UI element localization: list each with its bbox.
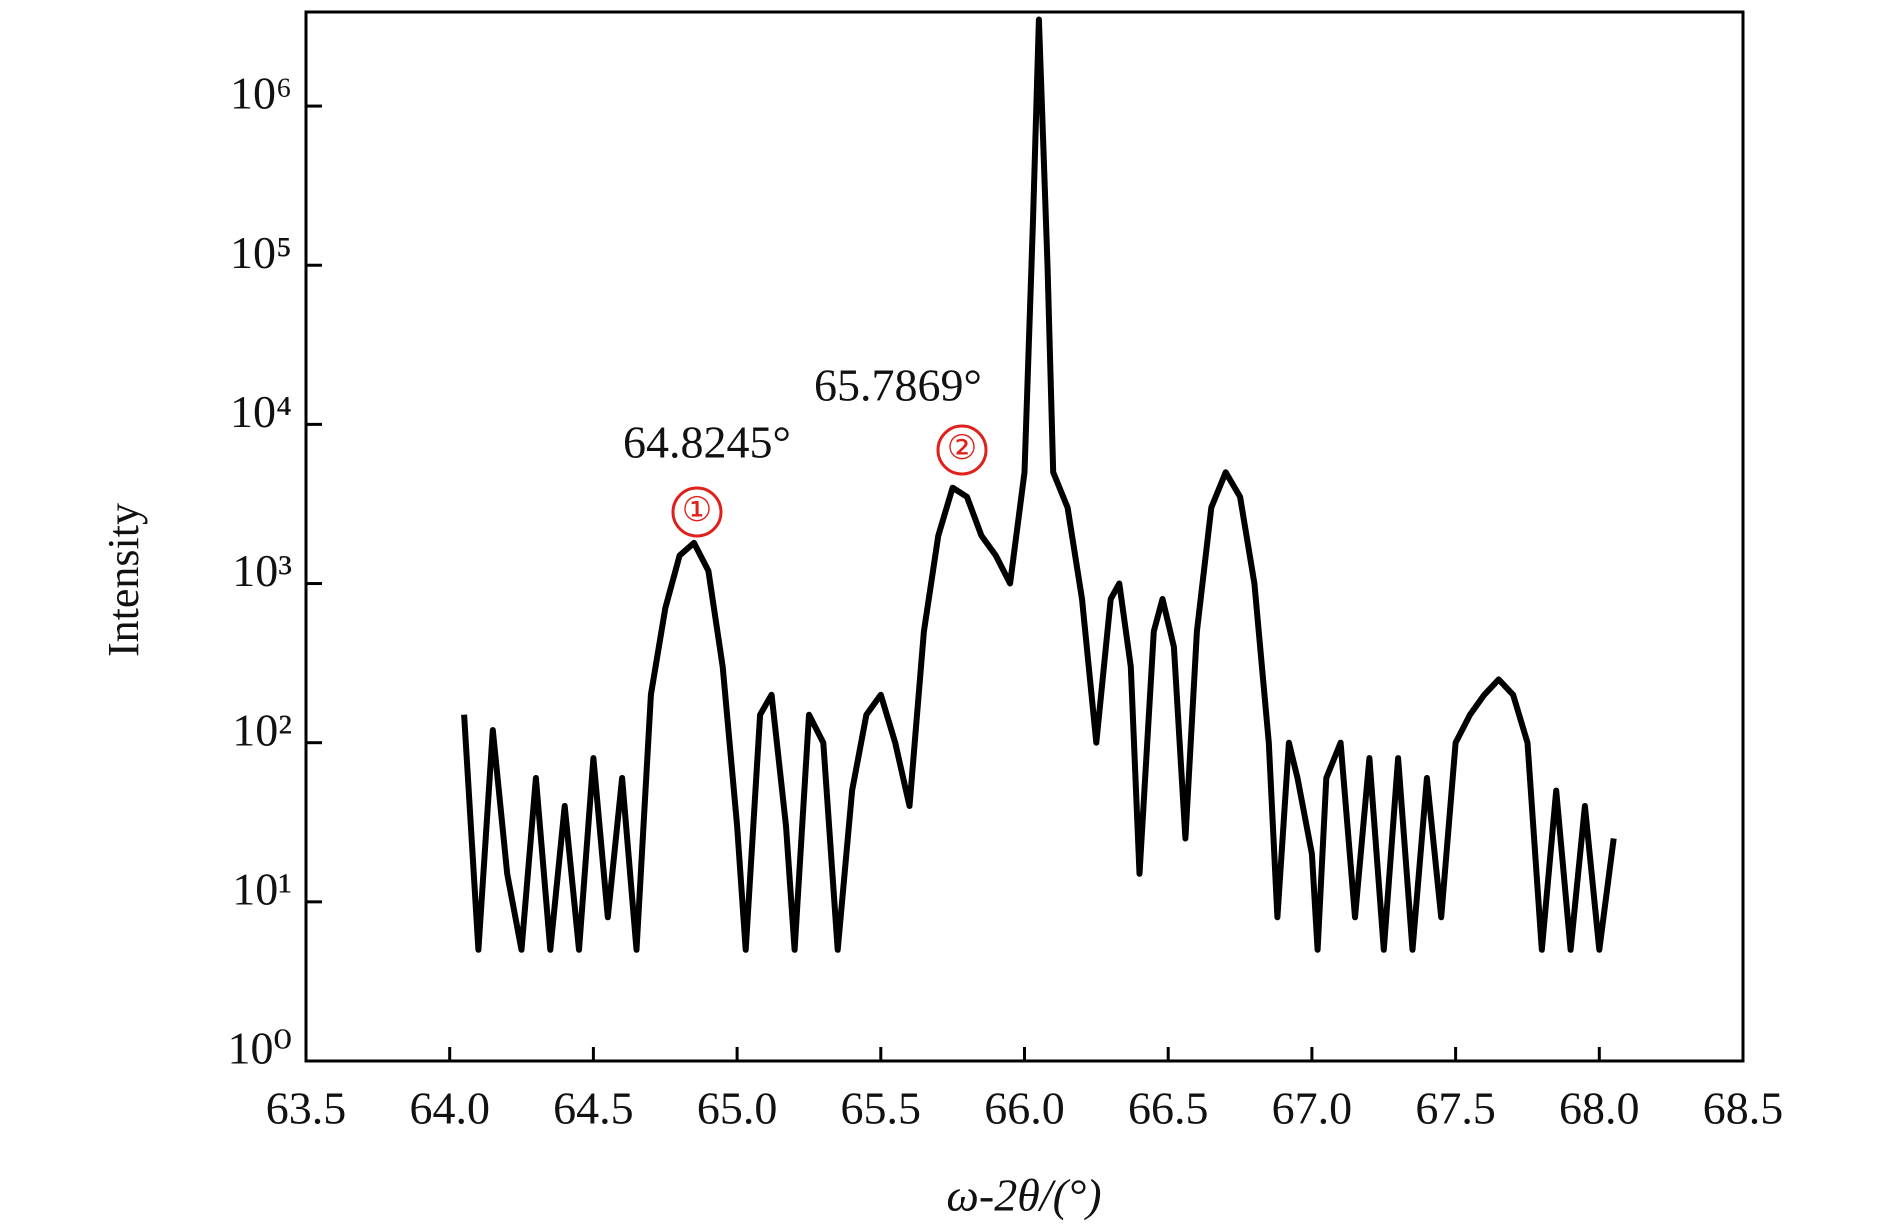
x-tick-label: 65.0 [697,1083,778,1134]
annotation-circle [936,424,988,476]
y-tick-label: 10¹ [232,863,292,914]
annotation-marker: ② [947,430,977,467]
x-tick-label: 67.5 [1415,1083,1496,1134]
data-line [461,16,1617,953]
x-tick-label: 68.5 [1703,1083,1784,1134]
y-tick-label: 10⁴ [230,386,292,437]
x-axis-label: ω-2θ/(°) [946,1170,1101,1221]
annotation-circle [671,486,723,538]
y-tick-label: 10⁵ [230,227,292,278]
annotation-text: 64.8245° [623,417,791,468]
x-tick-label: 66.5 [1128,1083,1209,1134]
x-tick-label: 65.5 [841,1083,922,1134]
x-tick-label: 67.0 [1272,1083,1353,1134]
y-tick-label: 10⁰ [228,1023,292,1074]
annotation-text: 65.7869° [814,360,982,411]
y-tick-label: 10⁶ [230,68,292,119]
y-tick-label: 10³ [232,545,292,596]
plot-frame [304,10,1745,1063]
y-tick-label: 10² [232,704,292,755]
x-tick-label: 66.0 [984,1083,1065,1134]
annotation-marker: ① [682,492,712,529]
x-tick-label: 63.5 [266,1083,347,1134]
x-tick-label: 64.0 [409,1083,490,1134]
y-axis-label: Intensity [99,503,148,657]
x-tick-label: 68.0 [1559,1083,1640,1134]
x-tick-label: 64.5 [553,1083,634,1134]
